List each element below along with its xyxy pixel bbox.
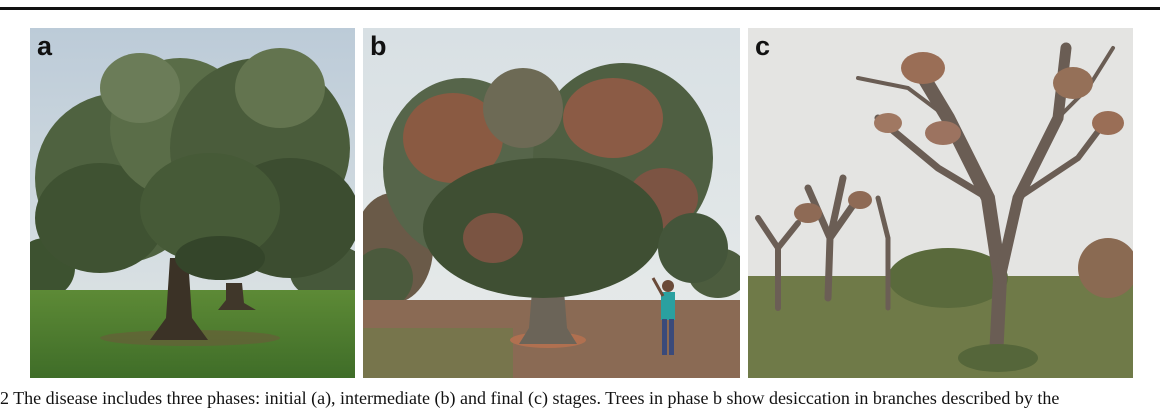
panel-label-b: b (370, 31, 387, 61)
photo-panel-a: a (30, 28, 355, 378)
dead-tree-left (755, 174, 891, 311)
photo-panel-b: b (363, 28, 740, 378)
person (651, 277, 675, 355)
photo-panel-c: c (748, 28, 1133, 378)
figure-caption: 2 The disease includes three phases: ini… (0, 388, 1060, 408)
dead-tree-main (856, 42, 1124, 365)
olive-tree-photo-final (748, 28, 1133, 378)
panel-label-c: c (755, 31, 771, 61)
top-rule (0, 7, 1160, 10)
shrub (958, 344, 1038, 372)
panel-label-a: a (37, 31, 53, 61)
olive-tree-photo-initial (30, 28, 355, 378)
olive-tree (35, 48, 355, 340)
olive-tree-photo-intermediate (363, 28, 740, 378)
olive-tree (383, 63, 728, 344)
